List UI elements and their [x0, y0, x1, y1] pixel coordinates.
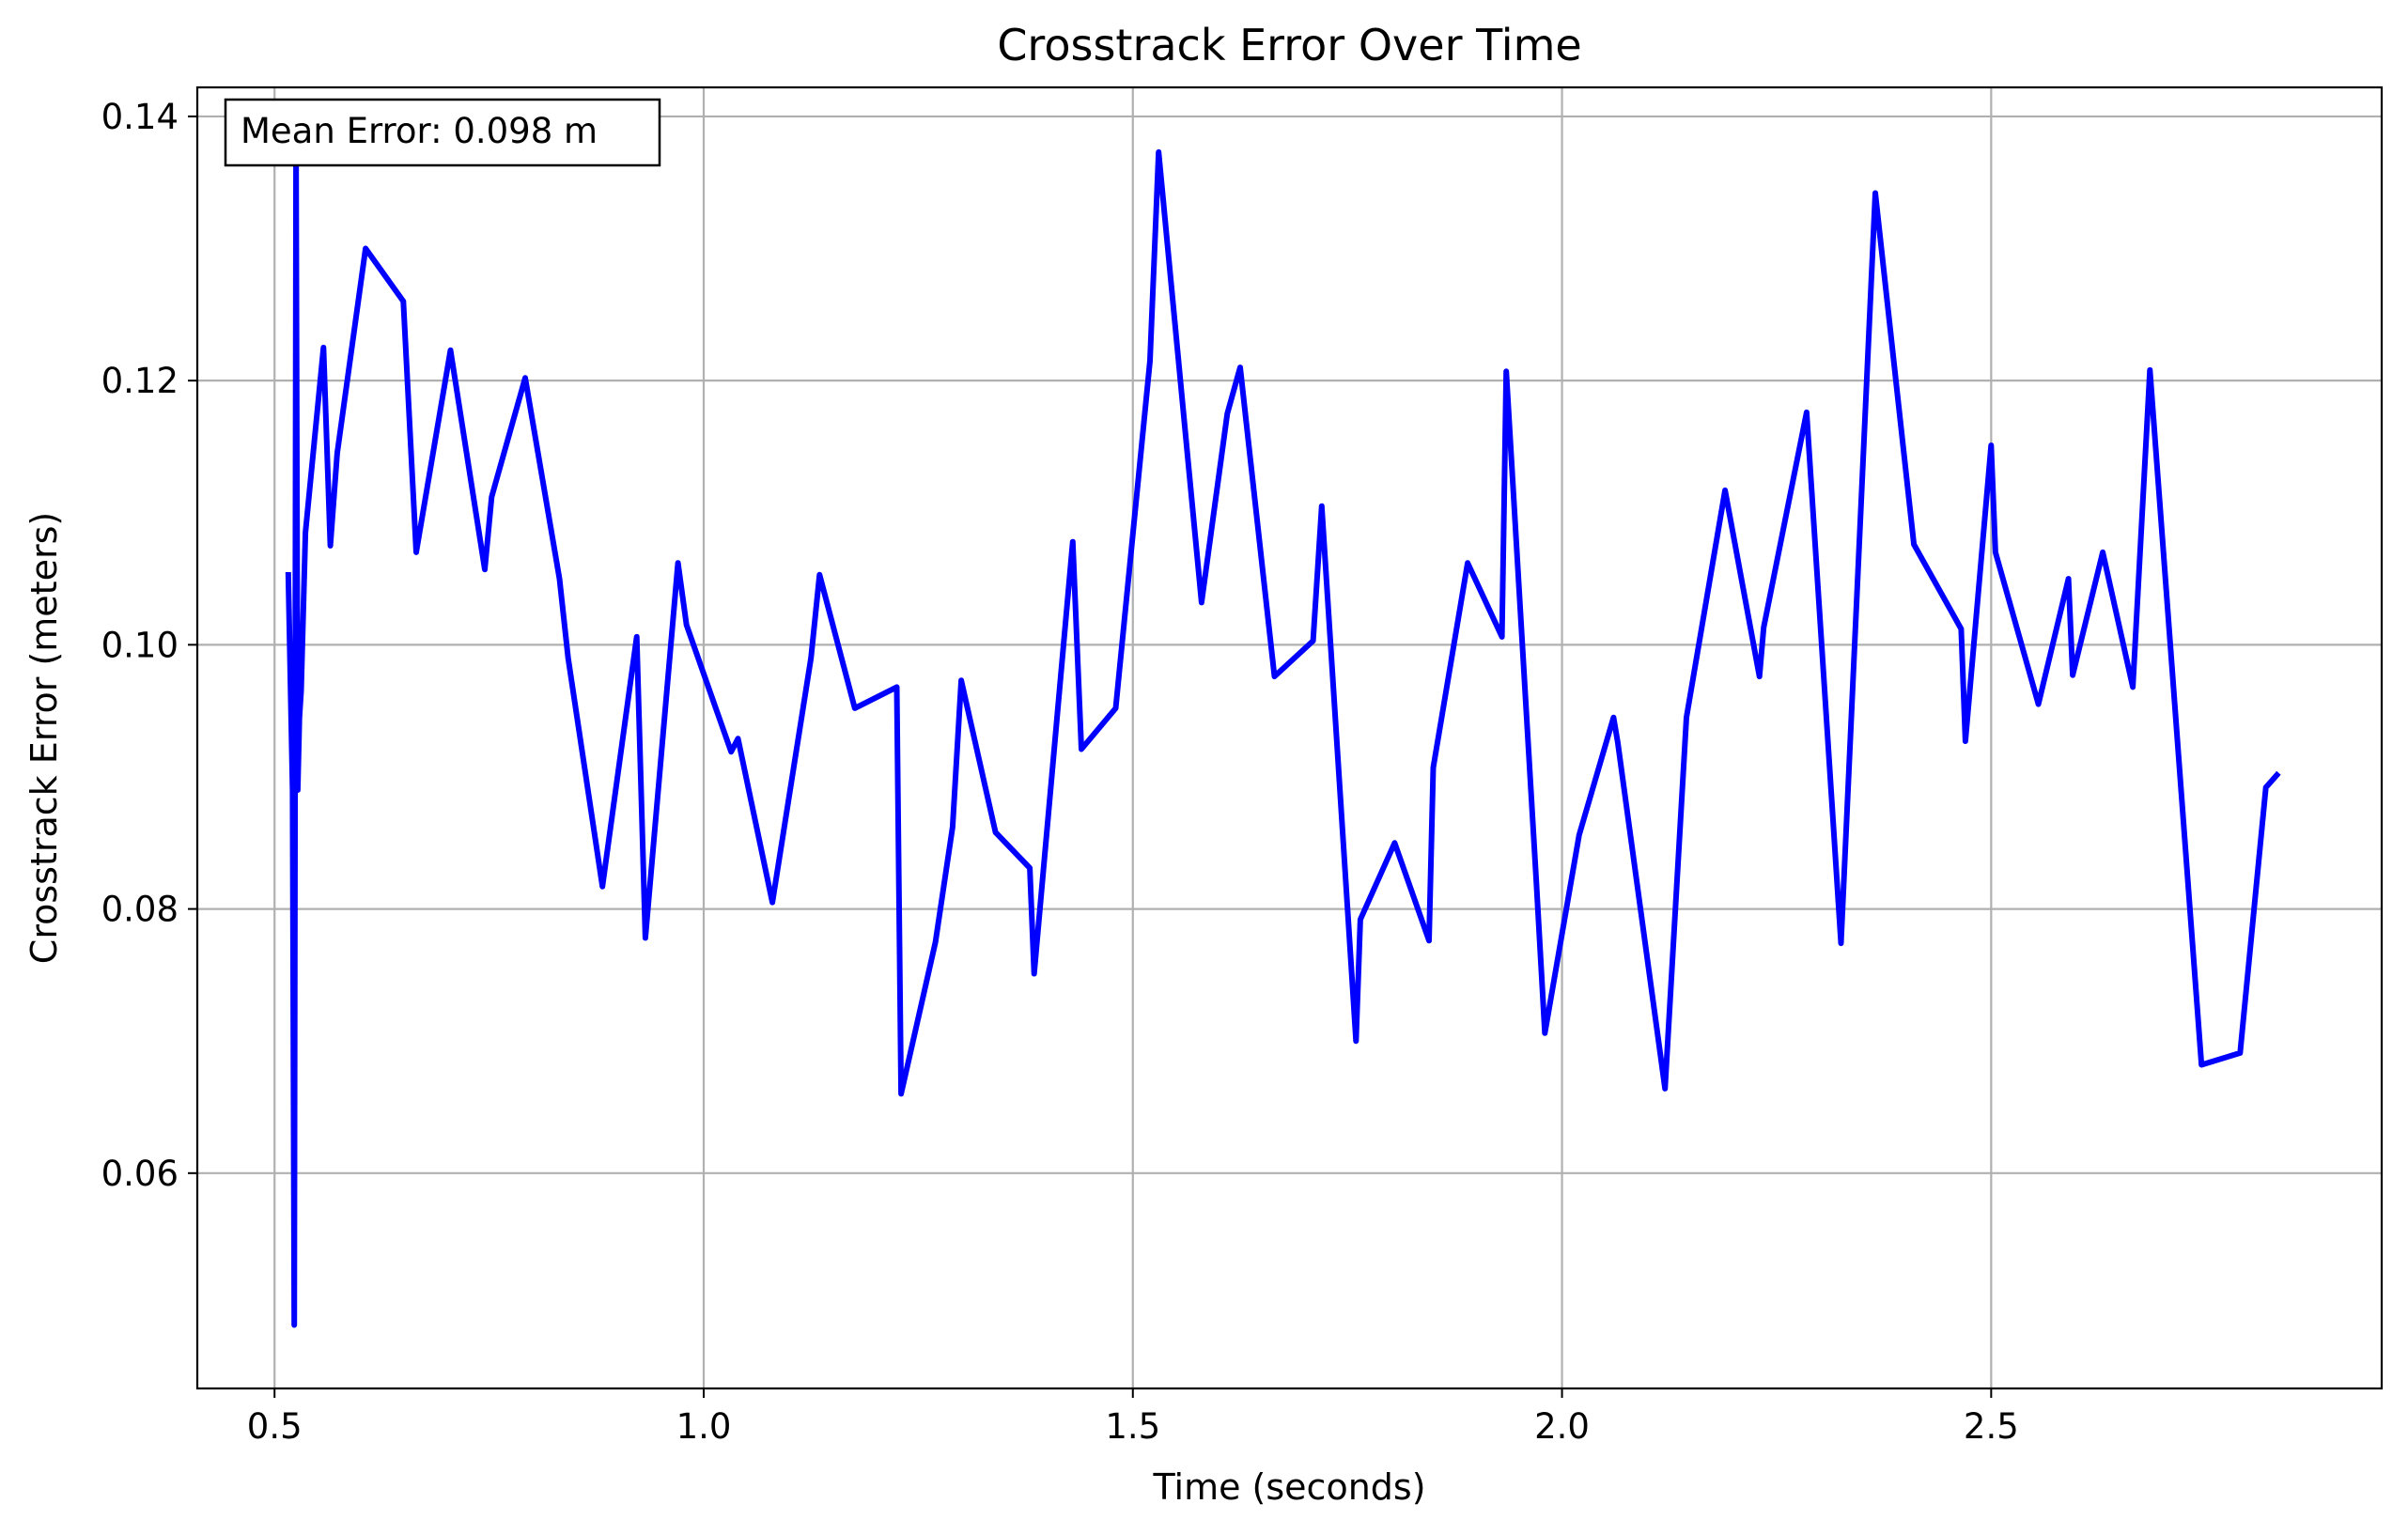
y-tick-label: 0.08: [101, 890, 179, 930]
y-tick-label: 0.12: [101, 361, 179, 401]
y-axis-label: Crosstrack Error (meters): [23, 512, 65, 964]
y-tick-label: 0.10: [101, 625, 179, 665]
x-tick-label: 0.5: [247, 1406, 303, 1447]
axes-frame: [195, 85, 2384, 1390]
ticks: 0.5 1.0 1.5 2.0 2.5 0.06 0.08 0.10 0.12 0.14: [101, 97, 2019, 1447]
annotation-box: [224, 98, 661, 167]
mean-error-annotation: Mean Error: 0.098 m: [224, 98, 661, 167]
series-layer: [285, 147, 2281, 1328]
annotation-text: Mean Error: 0.098 m: [241, 111, 598, 151]
x-tick-label: 1.5: [1105, 1406, 1160, 1447]
x-tick-label: 2.0: [1534, 1406, 1590, 1447]
series-line-1: [285, 147, 2281, 1328]
y-tick-label: 0.06: [101, 1154, 179, 1194]
grid: [197, 87, 2382, 1388]
y-tick-label: 0.14: [101, 97, 179, 137]
chart-title: Crosstrack Error Over Time: [997, 20, 1581, 70]
x-tick-label: 1.0: [676, 1406, 732, 1447]
x-tick-label: 2.5: [1964, 1406, 2019, 1447]
x-axis-label: Time (seconds): [1152, 1466, 1425, 1508]
